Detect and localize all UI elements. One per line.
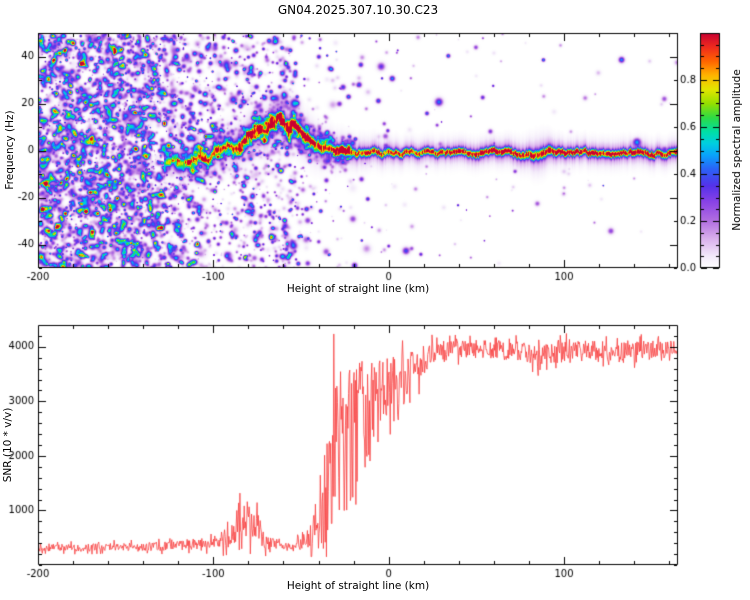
spectrogram-x-axis-label: Height of straight line (km) xyxy=(286,283,430,295)
snr-y-axis-label: SNR (10 * v/v) xyxy=(2,407,14,483)
spectrogram-y-axis-label: Frequency (Hz) xyxy=(4,110,16,190)
snr-canvas xyxy=(0,300,750,600)
spectrogram-canvas xyxy=(0,0,750,300)
colorbar-label: Normalized spectral amplitude xyxy=(731,69,743,231)
snr-x-axis-label: Height of straight line (km) xyxy=(286,580,430,592)
